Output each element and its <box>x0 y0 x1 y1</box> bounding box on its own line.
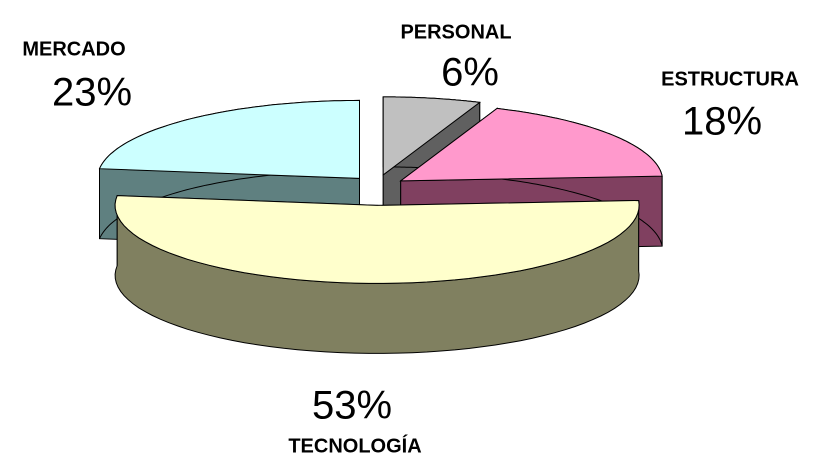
slice-label: MERCADO <box>22 38 125 60</box>
slice-value-label: 23% <box>52 71 132 115</box>
slice-label: PERSONAL <box>400 21 511 43</box>
slice-top <box>399 107 663 182</box>
slice-label: ESTRUCTURA <box>661 68 799 90</box>
slice-value-label: 6% <box>441 51 499 95</box>
slice-top <box>98 99 360 179</box>
pie-slice <box>114 195 640 354</box>
slice-top <box>382 96 481 176</box>
slice-value-label: 53% <box>312 384 392 428</box>
slice-top <box>114 195 640 284</box>
slice-value-label: 18% <box>682 100 762 144</box>
slice-label: TECNOLOGÍA <box>288 434 421 457</box>
